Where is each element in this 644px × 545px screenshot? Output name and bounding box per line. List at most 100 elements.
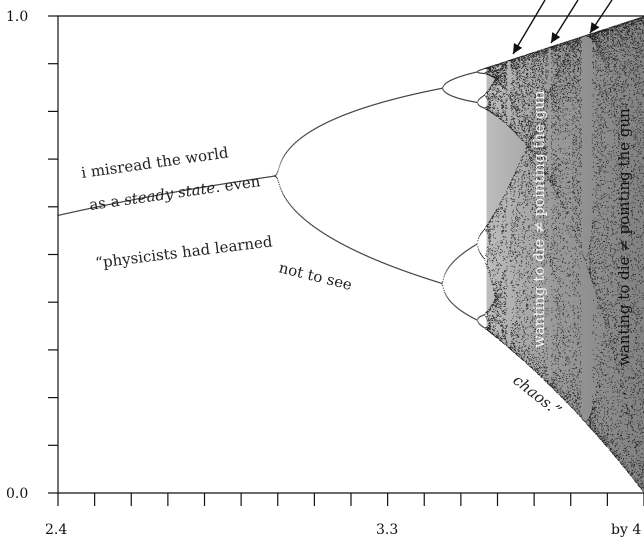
bifurcation-point xyxy=(463,99,465,101)
bifurcation-point xyxy=(533,63,535,64)
bifurcation-point xyxy=(537,372,539,373)
bifurcation-point xyxy=(504,122,506,123)
bifurcation-point xyxy=(535,231,537,233)
bifurcation-point xyxy=(502,96,503,98)
bifurcation-point xyxy=(461,75,463,77)
bifurcation-point xyxy=(514,330,516,332)
bifurcation-point xyxy=(511,62,512,64)
bifurcation-point xyxy=(309,223,311,225)
bifurcation-point xyxy=(486,109,488,111)
bifurcation-point xyxy=(526,350,528,352)
bifurcation-point xyxy=(496,295,498,297)
bifurcation-point xyxy=(504,293,506,295)
bifurcation-point xyxy=(289,147,291,150)
bifurcation-point xyxy=(262,177,264,179)
bifurcation-point xyxy=(536,183,538,185)
bifurcation-point xyxy=(498,81,500,83)
bifurcation-point xyxy=(71,211,73,213)
bifurcation-point xyxy=(530,255,532,257)
bifurcation-point xyxy=(488,66,490,68)
bifurcation-point xyxy=(487,328,488,329)
bifurcation-point xyxy=(516,353,518,355)
bifurcation-point xyxy=(403,270,405,272)
bifurcation-point xyxy=(530,358,532,360)
bifurcation-point xyxy=(507,188,509,190)
bifurcation-point xyxy=(498,71,499,73)
bifurcation-point xyxy=(522,55,524,57)
bifurcation-point xyxy=(526,84,528,85)
bifurcation-point xyxy=(527,100,529,102)
bifurcation-point xyxy=(93,207,95,209)
bifurcation-point xyxy=(527,74,529,75)
bifurcation-point xyxy=(494,94,496,96)
bifurcation-point xyxy=(477,72,480,74)
bifurcation-point xyxy=(528,54,529,56)
bifurcation-point xyxy=(425,277,427,280)
bifurcation-point xyxy=(447,268,449,270)
bifurcation-point xyxy=(455,96,457,98)
bifurcation-point xyxy=(523,275,525,277)
bifurcation-point xyxy=(266,176,268,178)
bifurcation-point xyxy=(436,281,439,283)
bifurcation-point xyxy=(492,111,494,113)
bifurcation-point xyxy=(444,293,446,295)
bifurcation-point xyxy=(534,245,536,247)
bifurcation-point xyxy=(488,103,490,105)
bifurcation-point xyxy=(531,59,533,61)
bifurcation-point xyxy=(526,73,528,74)
bifurcation-point xyxy=(498,76,500,78)
bifurcation-point xyxy=(522,246,524,248)
bifurcation-point xyxy=(529,348,531,349)
bifurcation-point xyxy=(535,70,537,72)
bifurcation-point xyxy=(518,354,520,356)
bifurcation-point xyxy=(487,312,488,314)
bifurcation-point xyxy=(504,61,506,63)
bifurcation-point xyxy=(495,72,497,74)
bifurcation-point xyxy=(484,94,486,96)
bifurcation-point xyxy=(444,291,446,293)
bifurcation-point xyxy=(442,278,444,280)
bifurcation-point xyxy=(427,90,429,92)
bifurcation-point xyxy=(293,209,295,211)
bifurcation-point xyxy=(538,104,540,106)
bifurcation-point xyxy=(492,89,494,91)
bifurcation-point xyxy=(279,164,281,166)
bifurcation-point xyxy=(302,217,304,219)
bifurcation-point xyxy=(530,160,531,162)
bifurcation-point xyxy=(535,155,537,156)
bifurcation-point xyxy=(497,335,499,337)
bifurcation-point xyxy=(513,87,514,89)
bifurcation-point xyxy=(502,338,503,340)
bifurcation-point xyxy=(515,72,517,73)
bifurcation-point xyxy=(533,105,535,107)
bifurcation-point xyxy=(498,82,500,83)
bifurcation-point xyxy=(519,300,521,302)
bifurcation-point xyxy=(526,74,527,76)
bifurcation-point xyxy=(531,129,533,131)
bifurcation-point xyxy=(495,323,497,325)
bifurcation-point xyxy=(492,104,494,106)
bifurcation-point xyxy=(483,95,484,97)
bifurcation-point xyxy=(219,183,221,186)
bifurcation-point xyxy=(520,273,522,275)
bifurcation-point xyxy=(345,113,347,115)
bifurcation-point xyxy=(238,180,240,183)
bifurcation-point xyxy=(522,66,524,68)
bifurcation-point xyxy=(522,359,524,361)
bifurcation-point xyxy=(528,182,530,184)
bifurcation-point xyxy=(497,295,499,297)
bifurcation-point xyxy=(536,151,538,153)
bifurcation-point xyxy=(491,318,493,320)
bifurcation-point xyxy=(500,74,502,76)
bifurcation-point xyxy=(524,331,525,333)
bifurcation-point xyxy=(509,184,511,186)
bifurcation-point xyxy=(125,200,127,202)
bifurcation-point xyxy=(268,176,271,178)
bifurcation-point xyxy=(533,122,535,124)
bifurcation-point xyxy=(535,168,537,169)
bifurcation-point xyxy=(523,63,525,65)
bifurcation-point xyxy=(487,67,489,69)
bifurcation-point xyxy=(375,259,377,261)
bifurcation-point xyxy=(502,105,503,107)
bifurcation-point xyxy=(513,251,515,253)
